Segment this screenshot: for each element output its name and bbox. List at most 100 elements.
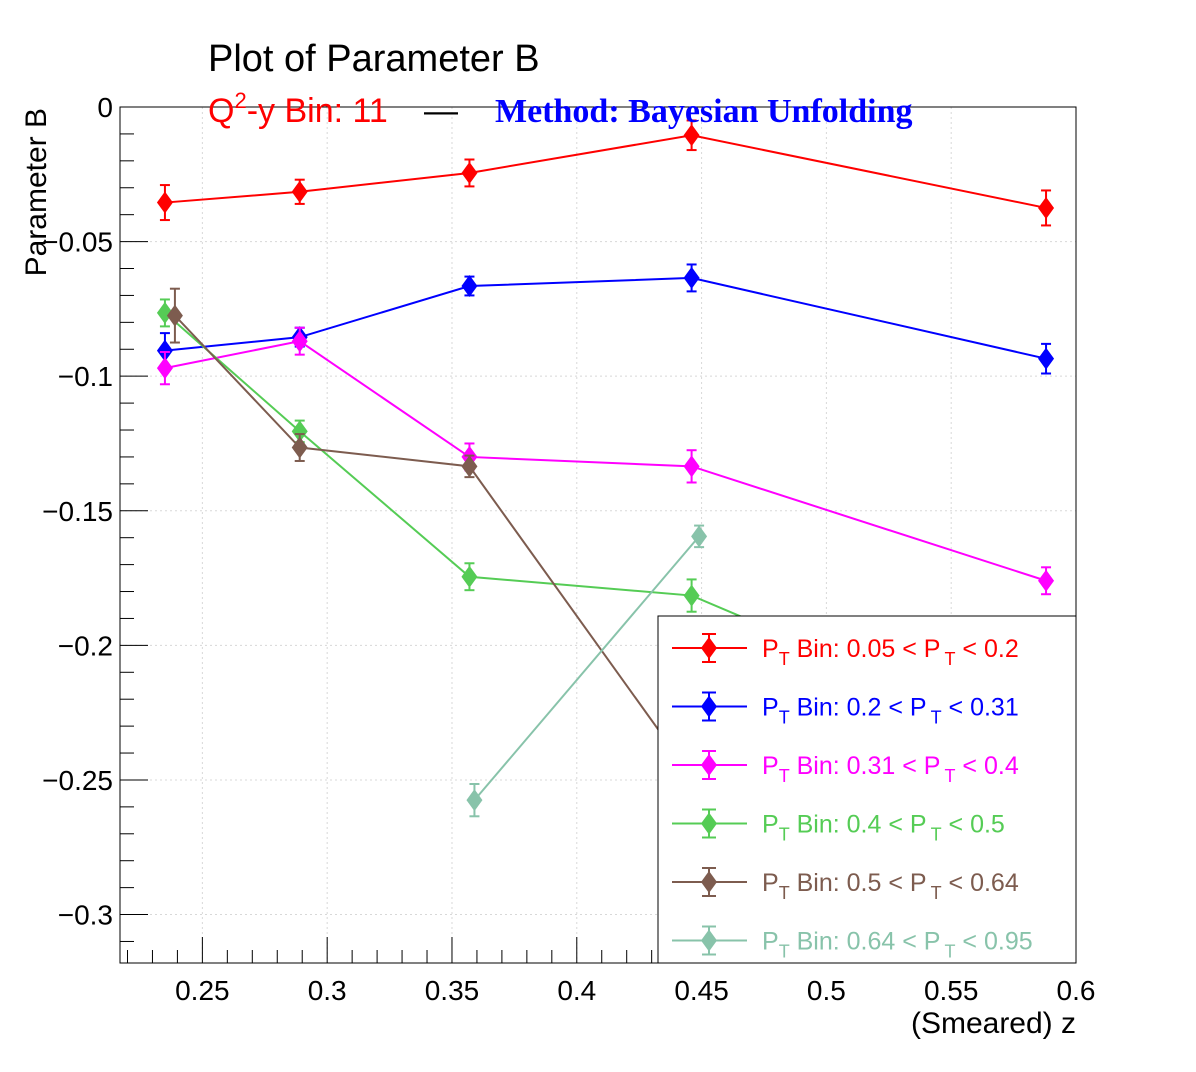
- x-tick-label: 0.55: [924, 975, 979, 1006]
- y-tick-label: −0.25: [42, 765, 113, 796]
- data-point: [461, 275, 478, 298]
- y-axis-title: Parameter B: [20, 108, 53, 276]
- legend-label-part: < 0.64: [942, 869, 1019, 897]
- legend-label-part: Bin: 0.5 < P: [790, 869, 927, 897]
- legend-label-part: T: [944, 649, 955, 669]
- y-tick-label: −0.3: [58, 900, 113, 931]
- legend-label-part: < 0.5: [942, 811, 1005, 839]
- data-point: [291, 420, 308, 443]
- x-tick-label: 0.6: [1057, 975, 1096, 1006]
- x-tick-label: 0.25: [175, 975, 230, 1006]
- legend-label-part: Bin: 0.05 < P: [790, 635, 941, 663]
- legend-label-part: < 0.4: [955, 752, 1018, 780]
- data-point: [156, 339, 173, 362]
- legend-label-part: P: [762, 811, 779, 839]
- data-point: [683, 584, 700, 607]
- legend-marker: [701, 637, 717, 659]
- x-tick-label: 0.5: [807, 975, 846, 1006]
- subtitle-left-prefix: Q: [208, 92, 234, 130]
- legend-label-part: Bin: 0.64 < P: [790, 928, 941, 956]
- x-tick-label: 0.45: [674, 975, 729, 1006]
- legend-label-part: T: [779, 649, 790, 669]
- legend-label-part: T: [779, 825, 790, 845]
- x-tick-label: 0.4: [557, 975, 596, 1006]
- legend-label-part: < 0.31: [942, 694, 1019, 722]
- legend-label-part: T: [779, 942, 790, 962]
- subtitle-left-sup: 2: [234, 88, 246, 113]
- data-point: [1038, 569, 1055, 592]
- legend-label-part: T: [931, 883, 942, 903]
- legend-label-part: P: [762, 635, 779, 663]
- legend-marker: [701, 929, 717, 952]
- legend-label-part: T: [944, 766, 955, 786]
- legend-label-part: T: [779, 766, 790, 786]
- data-point: [156, 301, 173, 324]
- legend-label-part: T: [931, 825, 942, 845]
- data-point: [166, 304, 183, 327]
- x-axis-title: (Smeared) z: [911, 1007, 1076, 1040]
- data-point: [466, 789, 483, 812]
- series-6: [466, 524, 708, 818]
- subtitle-separator: —: [424, 92, 458, 130]
- data-point: [683, 455, 700, 478]
- legend-label-part: P: [762, 752, 779, 780]
- series-line: [174, 314, 675, 753]
- chart-title: Plot of Parameter B: [208, 38, 540, 80]
- subtitle-left-suffix: -y Bin: 11: [247, 92, 388, 130]
- data-point: [461, 455, 478, 478]
- y-tick-label: −0.05: [42, 227, 113, 258]
- data-point: [1038, 196, 1055, 219]
- legend-label-part: Bin: 0.31 < P: [790, 752, 941, 780]
- x-tick-label: 0.35: [425, 975, 480, 1006]
- legend-label-part: T: [944, 942, 955, 962]
- y-tick-label: −0.15: [42, 496, 113, 527]
- data-point: [156, 357, 173, 380]
- data-point: [461, 161, 478, 184]
- y-tick-label: −0.1: [58, 361, 113, 392]
- legend-marker: [701, 754, 717, 776]
- legend-label-part: < 0.95: [955, 928, 1032, 956]
- legend-label-part: T: [779, 883, 790, 903]
- legend-label-part: Bin: 0.2 < P: [790, 694, 927, 722]
- legend-box: [657, 615, 1077, 964]
- legend-label-part: P: [762, 928, 779, 956]
- data-point: [683, 266, 700, 289]
- y-tick-label: 0: [97, 92, 113, 123]
- legend-label-part: T: [779, 708, 790, 728]
- legend-label-part: T: [931, 708, 942, 728]
- data-point: [691, 525, 708, 548]
- chart-subtitle: Q2-y Bin: 11 — Method: Bayesian Unfoldin…: [208, 88, 913, 130]
- data-point: [683, 124, 700, 147]
- data-point: [1038, 347, 1055, 370]
- data-point: [291, 330, 308, 353]
- legend-label-part: P: [762, 869, 779, 897]
- subtitle-right: Method: Bayesian Unfolding: [495, 93, 913, 130]
- legend-marker: [701, 812, 717, 835]
- legend-marker: [701, 871, 717, 893]
- x-tick-label: 0.3: [308, 975, 347, 1006]
- series-1: [156, 119, 1055, 227]
- series-5: [166, 287, 683, 763]
- axes: 0.25 0.3 0.35 0.4 0.45 0.5 0.55 0.6 0 −0.05 −0.1 −0…: [42, 92, 1095, 1006]
- legend-label-part: P: [762, 694, 779, 722]
- data-point: [461, 565, 478, 588]
- y-tick-label: −0.2: [58, 630, 113, 661]
- legend-label-part: Bin: 0.4 < P: [790, 811, 927, 839]
- data-point: [156, 191, 173, 214]
- legend-label-part: < 0.2: [955, 635, 1018, 663]
- plot-frame: [119, 106, 1077, 964]
- data-point: [291, 436, 308, 459]
- subtitle-left: Q2-y Bin: 11: [208, 88, 388, 130]
